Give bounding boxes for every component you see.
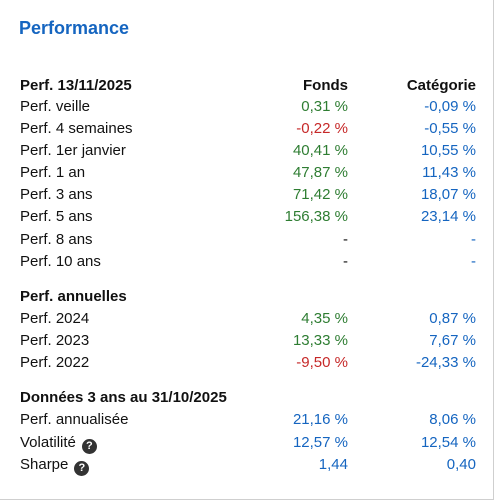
table-row: Perf. annualisée 21,16 % 8,06 % [0,409,494,431]
section-header-row: Perf. 13/11/2025 Fonds Catégorie [0,75,494,97]
fund-value: 1,44 [318,456,348,473]
fund-value: 47,87 % [292,164,348,181]
table-row: Perf. 4 semaines -0,22 % -0,55 % [0,118,494,140]
category-value: -0,09 % [424,98,476,115]
column-header-fund: Fonds [303,77,348,94]
fund-value: 0,31 % [301,98,348,115]
row-label: Perf. 3 ans [20,186,93,203]
row-label: Perf. 2023 [20,332,90,349]
category-value: -24,33 % [415,354,476,371]
row-label: Perf. 1 an [20,164,86,181]
row-label: Perf. 10 ans [20,253,101,270]
category-value: 7,67 % [429,332,476,349]
table-row: Perf. 2022 -9,50 % -24,33 % [0,352,494,374]
category-value: 18,07 % [420,186,476,203]
section-header-row: Perf. annuelles [0,286,494,308]
table-row: Perf. 1 an 47,87 % 11,43 % [0,162,494,184]
fund-value: - [343,253,348,270]
question-circle-icon[interactable]: ? [81,439,97,454]
category-value: - [471,253,476,270]
question-circle-icon[interactable]: ? [74,461,90,476]
column-header-category: Catégorie [406,77,476,94]
row-label: Perf. 5 ans [20,208,93,225]
table-row: Perf. 3 ans 71,42 % 18,07 % [0,184,494,206]
table-row: Perf. 1er janvier 40,41 % 10,55 % [0,140,494,162]
category-value: 0,40 [446,456,476,473]
fund-value: - [343,231,348,248]
table-row: Perf. 10 ans - - [0,251,494,273]
category-value: 23,14 % [420,208,476,225]
section-header-row: Données 3 ans au 31/10/2025 [0,387,494,409]
category-value: -0,55 % [424,120,476,137]
fund-value: 156,38 % [284,208,348,225]
category-value: 8,06 % [429,411,476,428]
table-row: Perf. 2024 4,35 % 0,87 % [0,308,494,330]
category-value: - [471,231,476,248]
fund-value: 12,57 % [292,434,348,451]
fund-value: 40,41 % [292,142,348,159]
row-label: Perf. 2024 [20,310,90,327]
fund-value: 4,35 % [301,310,348,327]
section-header: Perf. 13/11/2025 [20,77,132,94]
row-label: Perf. veille [20,98,91,115]
row-label: Volatilité [20,434,76,451]
row-label: Perf. 8 ans [20,231,93,248]
card-title: Performance [19,18,130,38]
fund-value: 21,16 % [292,411,348,428]
table-row: Perf. 8 ans - - [0,229,494,251]
table-row: Perf. 5 ans 156,38 % 23,14 % [0,206,494,228]
row-label: Perf. 4 semaines [20,120,133,137]
table-row: Perf. veille 0,31 % -0,09 % [0,96,494,118]
row-label-with-help: Sharpe? [20,454,90,476]
row-label: Perf. annualisée [20,411,129,428]
category-value: 11,43 % [422,164,476,181]
section-header: Données 3 ans au 31/10/2025 [20,389,227,406]
row-label: Perf. 2022 [20,354,90,371]
category-value: 10,55 % [420,142,476,159]
table-row: Perf. 2023 13,33 % 7,67 % [0,330,494,352]
category-value: 12,54 % [420,434,476,451]
fund-value: 71,42 % [292,186,348,203]
fund-value: -9,50 % [296,354,348,371]
row-label: Perf. 1er janvier [20,142,126,159]
section-header: Perf. annuelles [20,288,127,305]
table-row: Volatilité? 12,57 % 12,54 % [0,432,494,454]
table-row: Sharpe? 1,44 0,40 [0,454,494,476]
row-label-with-help: Volatilité? [20,432,97,454]
fund-value: 13,33 % [292,332,348,349]
category-value: 0,87 % [429,310,476,327]
row-label: Sharpe [20,456,69,473]
fund-value: -0,22 % [296,120,348,137]
